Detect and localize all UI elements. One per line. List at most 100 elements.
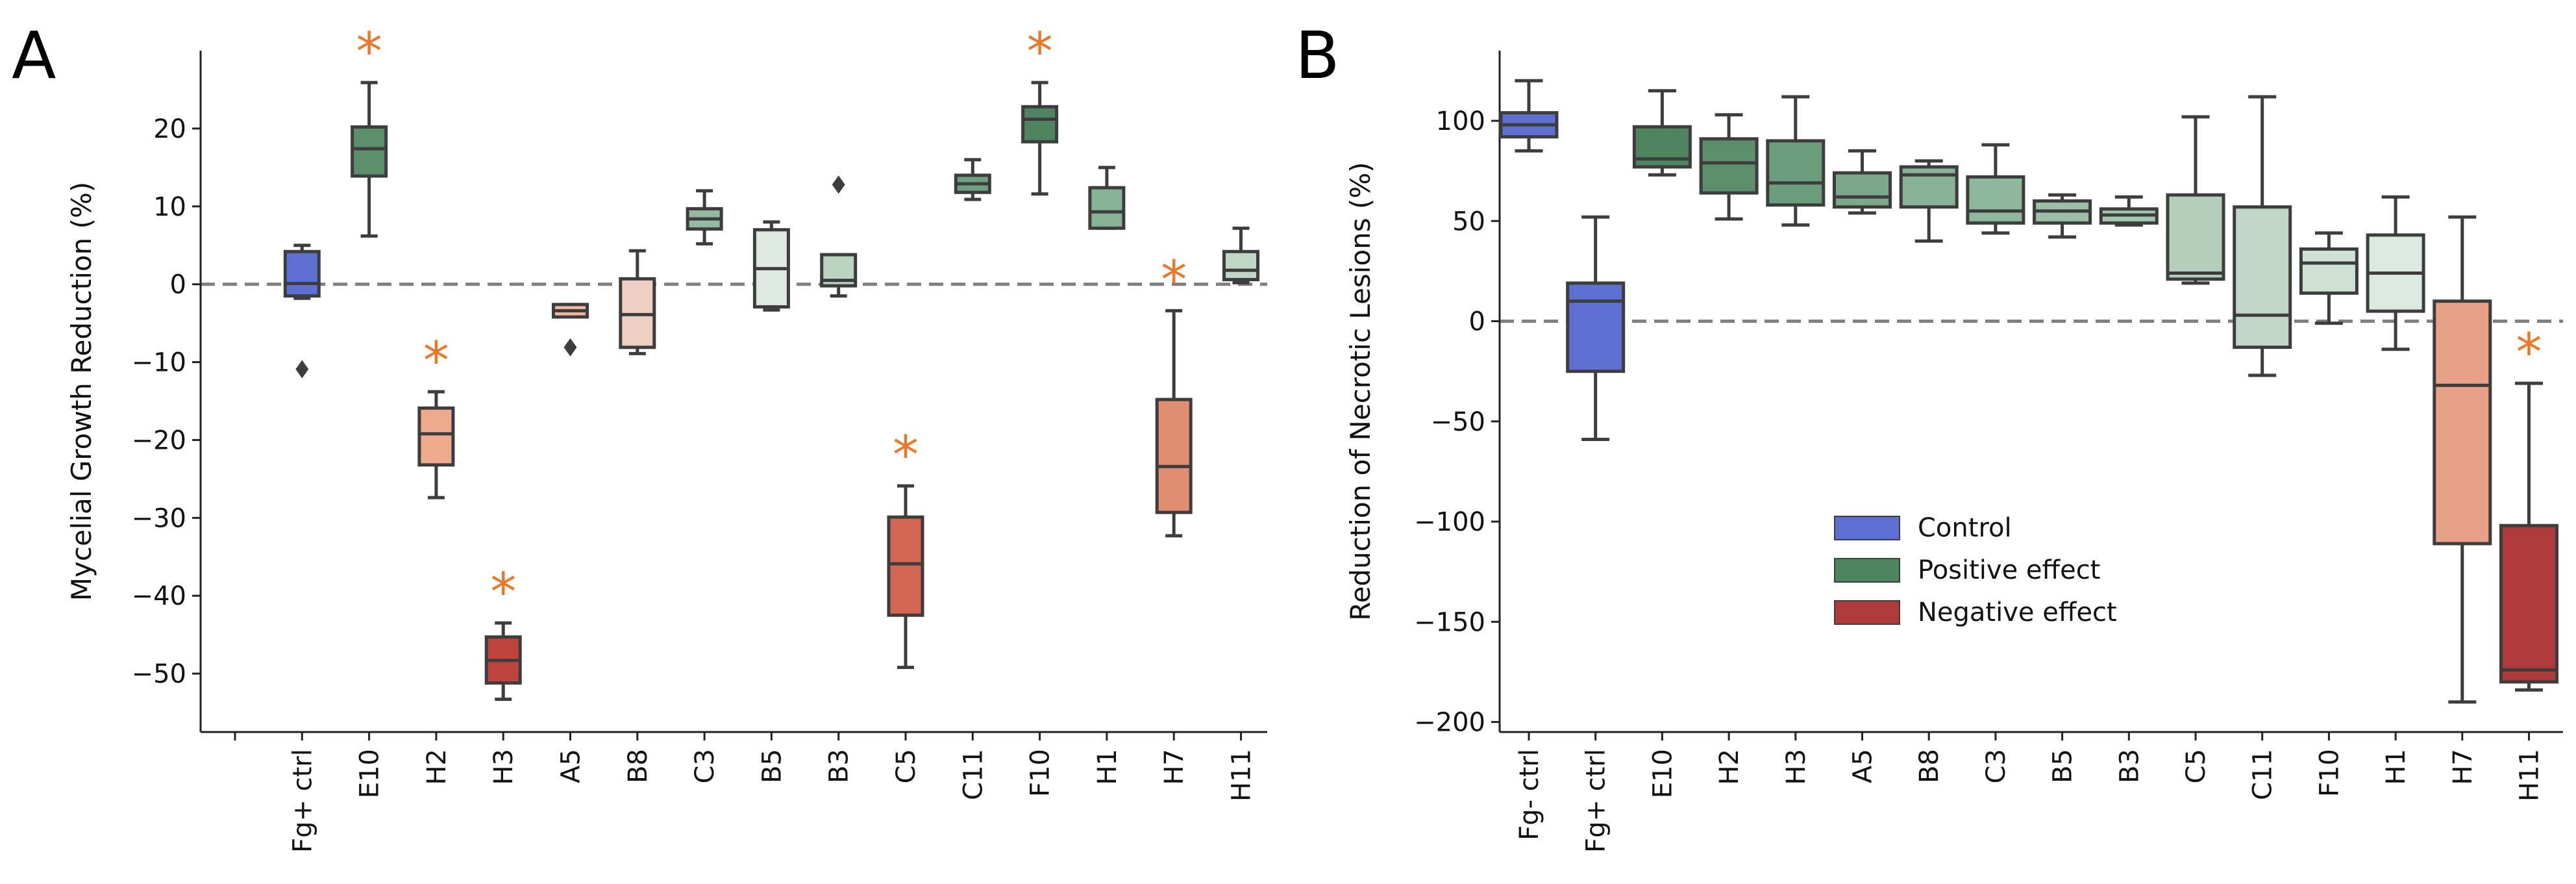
- legend-swatch: [1834, 600, 1900, 625]
- panel-a-y-tick-label: −30: [132, 503, 186, 533]
- panel-b-x-tick-label: B8: [1914, 749, 1944, 783]
- panel-a-x-tick-label: C3: [690, 749, 720, 783]
- outlier-marker: [832, 175, 845, 194]
- panel-b-box-h11: *: [2499, 322, 2558, 692]
- panel-label-a: A: [12, 18, 56, 94]
- panel-b-box-c11: [2233, 95, 2292, 377]
- interquartile-box: [2499, 524, 2558, 684]
- panel-b-legend: Control Positive effect Negative effect: [1834, 513, 2117, 627]
- panel-b-x-tick-label: Fg+ ctrl: [1581, 749, 1611, 853]
- panel-a-box-h11: [1222, 226, 1259, 284]
- panel-b-box-h3: [1766, 95, 1826, 227]
- legend-label: Negative effect: [1918, 598, 2117, 627]
- panel-b-box-b5: [2033, 193, 2092, 239]
- panel-b-box-b3: [2099, 195, 2159, 227]
- panel-a-box-h7: *: [1155, 249, 1193, 538]
- panel-b-y-tick-label: 100: [1436, 107, 1485, 136]
- chart-panel-b: −200 −150 −100 −50 0 50 100 Reduction of Necrot…: [1344, 51, 2563, 853]
- significance-star: *: [423, 331, 449, 391]
- panel-a-x-tick-label: A5: [556, 749, 586, 783]
- panel-b-y-axis-title: Reduction of Necrotic Lesions (%): [1344, 162, 1376, 620]
- significance-star: *: [1027, 21, 1053, 82]
- interquartile-box: [1222, 249, 1259, 281]
- panel-a-box-b3: [820, 175, 858, 298]
- panel-a-x-tick-label: B5: [757, 749, 787, 783]
- panel-a-y-axis-title: Mycelial Growth Reduction (%): [66, 182, 97, 601]
- panel-a-box-h3: *: [484, 562, 522, 701]
- panel-a-x-tick-label: H3: [489, 749, 519, 785]
- panel-a-box-h2: *: [417, 331, 455, 499]
- interquartile-box: [887, 515, 924, 617]
- panel-a-box-a5: [552, 303, 589, 357]
- panel-b-box-e10: [1632, 89, 1692, 177]
- interquartile-box: [417, 406, 455, 467]
- significance-star: *: [490, 562, 516, 622]
- panel-b-box-c3: [1966, 143, 2025, 235]
- panel-b-y-tick-label: −50: [1431, 407, 1485, 437]
- panel-a-y-tick-label: −10: [132, 348, 186, 378]
- panel-b-x-tick-label: B5: [2048, 749, 2078, 783]
- panel-a-y-tick-label: −40: [132, 581, 186, 611]
- panel-a-box-c5: *: [887, 425, 924, 669]
- interquartile-box: [2433, 299, 2492, 546]
- panel-a-box-c3: [686, 189, 723, 246]
- interquartile-box: [2166, 193, 2225, 281]
- outlier-marker: [564, 338, 577, 357]
- panel-b-box-a5: [1833, 149, 1892, 215]
- panel-b-x-tick-label: H3: [1781, 749, 1811, 785]
- significance-star: *: [1161, 249, 1187, 310]
- panel-a-x-tick-label: H7: [1159, 749, 1189, 785]
- interquartile-box: [1155, 398, 1193, 514]
- interquartile-box: [283, 249, 321, 298]
- panel-a-y-tick-label: 0: [170, 270, 186, 300]
- panel-b-y-tick-label: −150: [1414, 607, 1485, 637]
- interquartile-box: [1966, 175, 2025, 225]
- significance-star: *: [893, 425, 919, 485]
- interquartile-box: [1699, 137, 1759, 195]
- interquartile-box: [351, 125, 388, 178]
- panel-b-y-tick-label: −200: [1414, 708, 1485, 738]
- panel-a-y-tick-label: −20: [132, 425, 186, 455]
- interquartile-box: [1088, 186, 1126, 230]
- panel-a-box-fg-ctrl: [283, 244, 321, 379]
- interquartile-box: [1632, 125, 1692, 169]
- panel-a-x-tick-label: B8: [623, 749, 653, 783]
- panel-a-x-tick-label: C11: [958, 749, 988, 800]
- interquartile-box: [2299, 247, 2359, 295]
- panel-b-x-tick-label: C11: [2248, 749, 2278, 800]
- panel-a-box-f10: *: [1021, 21, 1059, 196]
- interquartile-box: [2233, 205, 2292, 349]
- legend-label: Positive effect: [1918, 555, 2100, 585]
- panel-a-box-b5: [752, 220, 790, 312]
- panel-a-x-tick-label: H1: [1093, 749, 1122, 785]
- panel-a-x-tick-label: F10: [1026, 749, 1056, 797]
- panel-a-box-e10: *: [351, 21, 388, 238]
- legend-label: Control: [1918, 513, 2012, 543]
- panel-a-y-tick-label: −50: [132, 659, 186, 689]
- interquartile-box: [1899, 165, 1959, 209]
- panel-b-x-tick-label: Fg- ctrl: [1515, 749, 1544, 840]
- significance-star: *: [356, 21, 382, 82]
- interquartile-box: [1021, 105, 1059, 144]
- panel-b-box-h1: [2366, 195, 2425, 351]
- panel-b-box-h2: [1699, 113, 1759, 221]
- panel-a-y-tick-label: 10: [153, 192, 186, 222]
- panel-b-x-tick-label: C3: [1981, 749, 2011, 783]
- panel-a-box-b8: [619, 249, 656, 355]
- panel-b-x-tick-label: H2: [1715, 749, 1744, 785]
- panel-b-x-tick-label: E10: [1648, 749, 1678, 798]
- chart-panel-a: −50 −40 −30 −20 −10 0 10 20 Mycelial Growth Redu…: [66, 21, 1267, 853]
- legend-swatch: [1834, 558, 1900, 583]
- panel-a-y-tick-label: 20: [153, 114, 186, 144]
- panel-label-b: B: [1295, 18, 1340, 94]
- panel-b-y-tick-label: 50: [1452, 207, 1485, 236]
- panel-b-box-fg-ctrl: [1566, 215, 1626, 442]
- panel-b-x-tick-label: H1: [2381, 749, 2411, 785]
- panel-a-x-tick-label: E10: [355, 749, 385, 798]
- panel-b-box-b8: [1899, 159, 1959, 243]
- panel-b-box-f10: [2299, 231, 2359, 325]
- panel-a-x-tick-label: B3: [824, 749, 854, 783]
- panel-a-x-tick-label: Fg+ ctrl: [288, 749, 317, 853]
- panel-b-x-tick-label: H11: [2515, 749, 2545, 802]
